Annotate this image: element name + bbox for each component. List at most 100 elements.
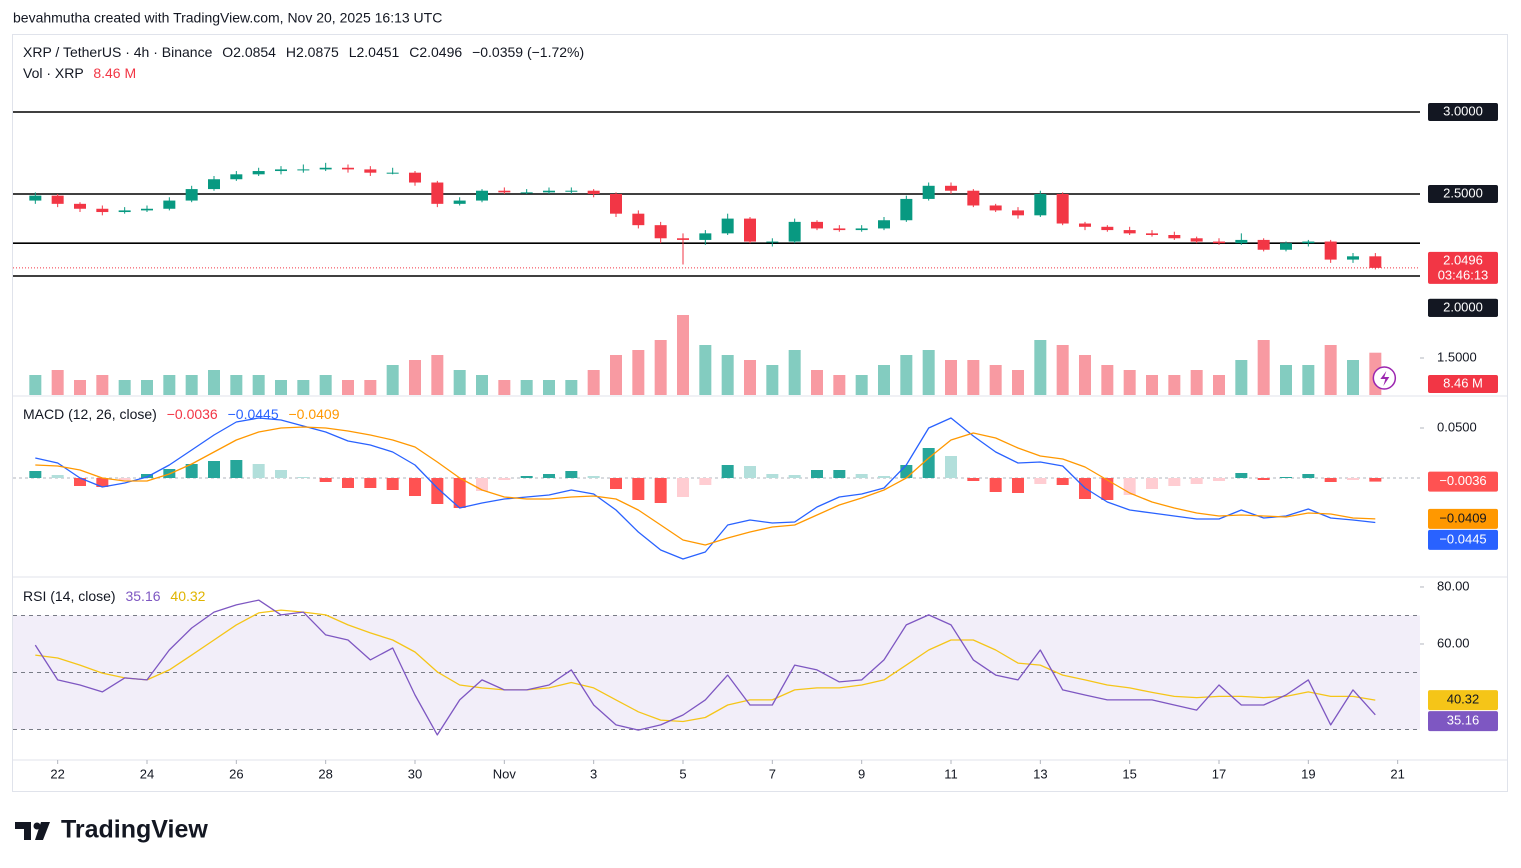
volume-bar bbox=[654, 340, 667, 395]
logo-shape bbox=[35, 822, 50, 840]
x-tick-label: 15 bbox=[1122, 766, 1136, 781]
last-price-label-bg bbox=[1428, 251, 1498, 284]
histogram-bar bbox=[208, 461, 220, 478]
candle-body bbox=[342, 167, 354, 170]
histogram-label-bg bbox=[1428, 471, 1498, 492]
macd-label-bg bbox=[1428, 529, 1498, 550]
rsi-ma-value: 40.32 bbox=[170, 588, 205, 604]
volume-bar bbox=[788, 350, 801, 395]
volume-bar bbox=[29, 375, 42, 395]
candle-body bbox=[766, 241, 779, 243]
volume-bar bbox=[185, 375, 198, 395]
macd-legend: MACD (12, 26, close) −0.0036 −0.0445 −0.… bbox=[23, 406, 340, 422]
histogram-value: −0.0036 bbox=[167, 406, 218, 422]
volume-bar bbox=[319, 375, 332, 395]
candle-body bbox=[744, 218, 756, 242]
histogram-bar bbox=[1257, 478, 1270, 480]
rsi-line bbox=[34, 599, 1376, 736]
candle-body bbox=[967, 190, 980, 206]
volume-legend: Vol · XRP 8.46 M bbox=[23, 65, 136, 81]
volume-bar bbox=[587, 370, 600, 395]
candle-body bbox=[900, 198, 913, 221]
volume-bar bbox=[945, 360, 957, 395]
volume-bar bbox=[1280, 365, 1292, 395]
ohlc-value: 2.0451 bbox=[357, 44, 400, 60]
histogram-bar bbox=[1280, 477, 1292, 478]
candle-body bbox=[610, 193, 622, 214]
macd-title: MACD (12, 26, close) bbox=[23, 406, 157, 422]
last-price-label: 2.0496 bbox=[1443, 252, 1483, 267]
volume-bar bbox=[118, 380, 131, 395]
candle-body bbox=[409, 172, 421, 183]
volume-bar bbox=[1034, 340, 1047, 395]
volume-bar bbox=[699, 345, 712, 395]
histogram-bar bbox=[96, 478, 109, 487]
volume-bar bbox=[989, 365, 1002, 395]
candle-body bbox=[185, 189, 198, 201]
volume-bar bbox=[1012, 370, 1024, 395]
candle-body bbox=[364, 169, 377, 173]
rsi-title: RSI (14, close) bbox=[23, 588, 116, 604]
histogram-bar bbox=[721, 465, 734, 478]
volume-bar bbox=[1257, 340, 1270, 395]
histogram-bar bbox=[1324, 478, 1337, 482]
candle-body bbox=[453, 200, 466, 204]
histogram-bar bbox=[855, 474, 868, 478]
histogram-bar bbox=[1302, 474, 1315, 478]
candle-body bbox=[632, 213, 645, 226]
y-tick-label: 80.00 bbox=[1437, 578, 1470, 593]
candle-body bbox=[1302, 241, 1315, 244]
histogram-bar bbox=[967, 478, 980, 481]
histogram-bar bbox=[1369, 478, 1382, 482]
volume-bar bbox=[1235, 360, 1248, 395]
attribution: bevahmutha created with TradingView.com,… bbox=[13, 10, 442, 26]
y-tick-label: 1.5000 bbox=[1437, 349, 1477, 364]
histogram-bar bbox=[1012, 478, 1024, 493]
histogram-bar bbox=[945, 456, 957, 478]
x-tick-label: 19 bbox=[1301, 766, 1315, 781]
macd-value: −0.0445 bbox=[228, 406, 279, 422]
candle-body bbox=[1324, 241, 1337, 260]
histogram-bar bbox=[833, 470, 846, 478]
volume-bar bbox=[297, 380, 310, 395]
histogram-bar bbox=[878, 476, 890, 478]
histogram-bar bbox=[252, 464, 265, 478]
ohlc-value: 2.0496 bbox=[419, 44, 462, 60]
ohlc-key: O bbox=[222, 44, 233, 60]
histogram-bar bbox=[677, 478, 689, 497]
volume-bar bbox=[74, 380, 86, 395]
candle-body bbox=[1213, 241, 1225, 244]
candle-body bbox=[297, 169, 310, 171]
histogram-bar bbox=[118, 478, 131, 480]
candle-body bbox=[654, 225, 667, 239]
macd-label: −0.0445 bbox=[1439, 531, 1486, 546]
histogram-bar bbox=[1056, 478, 1069, 485]
histogram-bar bbox=[74, 478, 86, 486]
volume-bar bbox=[1168, 375, 1181, 395]
candle-body bbox=[476, 190, 488, 201]
ohlc-key: C bbox=[409, 44, 419, 60]
level-label-bg bbox=[1428, 102, 1498, 121]
volume-bar bbox=[900, 355, 913, 395]
rsi-label-bg bbox=[1428, 711, 1498, 732]
volume-bar bbox=[967, 360, 980, 395]
candle-body bbox=[96, 208, 109, 213]
candle-body bbox=[565, 190, 578, 192]
countdown: 03:46:13 bbox=[1438, 267, 1489, 282]
volume-bar bbox=[878, 365, 890, 395]
volume-bar bbox=[208, 370, 220, 395]
candle-body bbox=[51, 195, 64, 204]
histogram-bar bbox=[520, 476, 533, 478]
histogram-bar bbox=[1190, 478, 1203, 484]
histogram-bar bbox=[1347, 478, 1359, 480]
histogram-bar bbox=[565, 471, 578, 478]
x-tick-label: 7 bbox=[769, 766, 776, 781]
candle-body bbox=[1034, 193, 1047, 216]
histogram-bar bbox=[1168, 478, 1181, 486]
volume-bar bbox=[342, 380, 354, 395]
volume-bar bbox=[543, 380, 555, 395]
volume-bar bbox=[1347, 360, 1359, 395]
